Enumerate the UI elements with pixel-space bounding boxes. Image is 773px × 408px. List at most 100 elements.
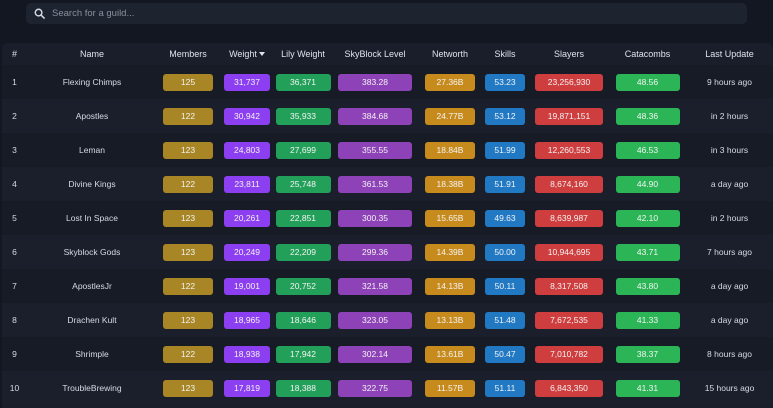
slayers-badge: 7,672,535 bbox=[535, 311, 603, 329]
cell-slayers: 7,010,782 bbox=[529, 337, 609, 371]
networth-badge: 14.39B bbox=[425, 243, 475, 261]
cell-name: Shrimple bbox=[27, 337, 157, 371]
cell-name: TroubleBrewing bbox=[27, 371, 157, 405]
cell-lily: 18,388 bbox=[275, 371, 331, 405]
members-badge: 123 bbox=[163, 379, 213, 397]
members-badge: 125 bbox=[163, 73, 213, 91]
header-last-update[interactable]: Last Update bbox=[705, 49, 754, 59]
members-badge: 122 bbox=[163, 345, 213, 363]
cell-name: Skyblock Gods bbox=[27, 235, 157, 269]
cell-updated: in 2 hours bbox=[686, 99, 773, 133]
cell-rank: 8 bbox=[2, 303, 27, 337]
catacombs-badge: 48.36 bbox=[615, 107, 680, 125]
updated-text: a day ago bbox=[710, 179, 749, 189]
name-text: Apostles bbox=[75, 111, 109, 121]
cell-networth: 15.65B bbox=[419, 201, 481, 235]
lily-badge: 35,933 bbox=[275, 107, 331, 125]
slayers-badge: 10,944,695 bbox=[535, 243, 603, 261]
updated-text: 8 hours ago bbox=[707, 349, 752, 359]
networth-badge: 14.13B bbox=[425, 277, 475, 295]
cell-weight: 18,938 bbox=[219, 337, 275, 371]
cell-lily: 20,752 bbox=[275, 269, 331, 303]
catacombs-badge: 46.53 bbox=[615, 141, 680, 159]
header-skyblock-level[interactable]: SkyBlock Level bbox=[344, 49, 406, 59]
lily-badge: 22,209 bbox=[275, 243, 331, 261]
skyblock-badge: 302.14 bbox=[338, 345, 412, 363]
header-catacombs[interactable]: Catacombs bbox=[624, 49, 671, 59]
header-slayers[interactable]: Slayers bbox=[553, 49, 584, 59]
cell-catacombs: 48.36 bbox=[609, 99, 686, 133]
name-text: Divine Kings bbox=[68, 179, 116, 189]
header-members[interactable]: Members bbox=[169, 49, 207, 59]
cell-skills: 50.47 bbox=[481, 337, 529, 371]
slayers-badge: 8,674,160 bbox=[535, 175, 603, 193]
table-row[interactable]: 3 Leman 123 24,803 27,699 355.55 18.84B 51.99 12… bbox=[2, 133, 773, 167]
table-row[interactable]: 6 Skyblock Gods 123 20,249 22,209 299.36 14.39… bbox=[2, 235, 773, 269]
header-skills[interactable]: Skills bbox=[494, 49, 516, 59]
header-rank[interactable]: # bbox=[11, 49, 17, 59]
lily-badge: 20,752 bbox=[275, 277, 331, 295]
cell-skyblock: 323.05 bbox=[331, 303, 419, 337]
table-row[interactable]: 7 ApostlesJr 122 19,001 20,752 321.58 14.13B 50… bbox=[2, 269, 773, 303]
cell-skills: 53.23 bbox=[481, 65, 529, 99]
weight-badge: 23,811 bbox=[224, 175, 270, 193]
skills-badge: 51.99 bbox=[485, 141, 525, 159]
catacombs-badge: 41.31 bbox=[615, 379, 680, 397]
table-row[interactable]: 2 Apostles 122 30,942 35,933 384.68 24.77B 53.1… bbox=[2, 99, 773, 133]
cell-weight: 20,249 bbox=[219, 235, 275, 269]
search-input[interactable] bbox=[52, 8, 732, 19]
cell-updated: 7 hours ago bbox=[686, 235, 773, 269]
members-badge: 123 bbox=[163, 243, 213, 261]
cell-networth: 14.13B bbox=[419, 269, 481, 303]
name-text: Shrimple bbox=[75, 349, 109, 359]
weight-badge: 19,001 bbox=[224, 277, 270, 295]
skills-badge: 50.00 bbox=[485, 243, 525, 261]
catacombs-badge: 44.90 bbox=[615, 175, 680, 193]
catacombs-badge: 43.71 bbox=[615, 243, 680, 261]
cell-skills: 51.48 bbox=[481, 303, 529, 337]
table-row[interactable]: 10 TroubleBrewing 123 17,819 18,388 322.75 11.… bbox=[2, 371, 773, 405]
cell-members: 123 bbox=[157, 371, 219, 405]
cell-slayers: 6,843,350 bbox=[529, 371, 609, 405]
lily-badge: 18,646 bbox=[275, 311, 331, 329]
name-text: ApostlesJr bbox=[72, 281, 112, 291]
cell-skills: 49.63 bbox=[481, 201, 529, 235]
lily-badge: 22,851 bbox=[275, 209, 331, 227]
header-weight-label: Weight bbox=[229, 49, 257, 59]
table-row[interactable]: 1 Flexing Chimps 125 31,737 36,371 383.28 27.3… bbox=[2, 65, 773, 99]
lily-badge: 27,699 bbox=[275, 141, 331, 159]
cell-skyblock: 300.35 bbox=[331, 201, 419, 235]
skyblock-badge: 322.75 bbox=[338, 379, 412, 397]
weight-badge: 31,737 bbox=[224, 73, 270, 91]
table-row[interactable]: 9 Shrimple 122 18,938 17,942 302.14 13.61B 50.4… bbox=[2, 337, 773, 371]
table-row[interactable]: 5 Lost In Space 123 20,261 22,851 300.35 15.65… bbox=[2, 201, 773, 235]
networth-badge: 18.84B bbox=[425, 141, 475, 159]
cell-name: Drachen Kult bbox=[27, 303, 157, 337]
cell-rank: 4 bbox=[2, 167, 27, 201]
catacombs-badge: 43.80 bbox=[615, 277, 680, 295]
skyblock-badge: 384.68 bbox=[338, 107, 412, 125]
cell-name: Divine Kings bbox=[27, 167, 157, 201]
networth-badge: 11.57B bbox=[425, 379, 475, 397]
header-name[interactable]: Name bbox=[79, 49, 104, 59]
slayers-badge: 8,639,987 bbox=[535, 209, 603, 227]
name-text: Lost In Space bbox=[66, 213, 118, 223]
table-row[interactable]: 4 Divine Kings 122 23,811 25,748 361.53 18.38B… bbox=[2, 167, 773, 201]
cell-skills: 50.11 bbox=[481, 269, 529, 303]
cell-rank: 6 bbox=[2, 235, 27, 269]
lily-badge: 18,388 bbox=[275, 379, 331, 397]
slayers-badge: 23,256,930 bbox=[535, 73, 603, 91]
header-weight[interactable]: Weight bbox=[219, 43, 275, 65]
cell-catacombs: 44.90 bbox=[609, 167, 686, 201]
cell-members: 125 bbox=[157, 65, 219, 99]
skills-badge: 51.91 bbox=[485, 175, 525, 193]
rank-text: 3 bbox=[12, 145, 17, 155]
table-row[interactable]: 8 Drachen Kult 123 18,965 18,646 323.05 13.13B… bbox=[2, 303, 773, 337]
cell-slayers: 10,944,695 bbox=[529, 235, 609, 269]
header-networth[interactable]: Networth bbox=[431, 49, 468, 59]
header-lily-weight[interactable]: Lily Weight bbox=[281, 49, 325, 59]
cell-members: 123 bbox=[157, 235, 219, 269]
skyblock-badge: 355.55 bbox=[338, 141, 412, 159]
cell-members: 122 bbox=[157, 99, 219, 133]
search-bar[interactable] bbox=[26, 3, 747, 24]
